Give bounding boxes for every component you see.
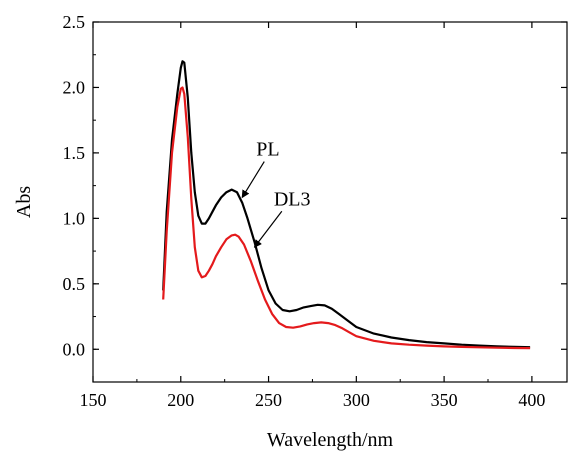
x-tick-label: 150 — [80, 390, 107, 410]
annotation-label-pl: PL — [256, 139, 279, 161]
plot-frame — [92, 21, 568, 383]
x-tick-label: 400 — [518, 390, 545, 410]
x-tick-label: 350 — [431, 390, 458, 410]
y-tick-label: 1.0 — [63, 208, 86, 228]
series-layer — [162, 60, 531, 350]
y-axis-title: Abs — [13, 186, 35, 218]
x-tick-label: 300 — [343, 390, 370, 410]
y-axis: 0.0 0.5 1.0 1.5 2.0 2.5 — [63, 12, 567, 383]
series-line-pl — [162, 60, 531, 349]
y-tick-label: 0.0 — [63, 339, 86, 359]
x-tick-label: 250 — [255, 390, 282, 410]
y-tick-label: 2.0 — [63, 77, 86, 97]
y-tick-label: 2.5 — [63, 12, 86, 32]
x-axis-title: Wavelength/nm — [267, 429, 394, 451]
x-axis: 150 200 250 300 350 400 — [80, 22, 545, 410]
annotation-label-dl3: DL3 — [274, 188, 311, 210]
x-tick-label: 200 — [167, 390, 194, 410]
annotation-layer: PL DL3 — [241, 139, 311, 248]
y-tick-label: 0.5 — [63, 274, 86, 294]
series-line-dl3 — [162, 86, 531, 350]
annotation-arrow-dl3 — [253, 210, 283, 248]
annotation-arrow-pl — [241, 161, 265, 199]
y-tick-label: 1.5 — [63, 143, 86, 163]
